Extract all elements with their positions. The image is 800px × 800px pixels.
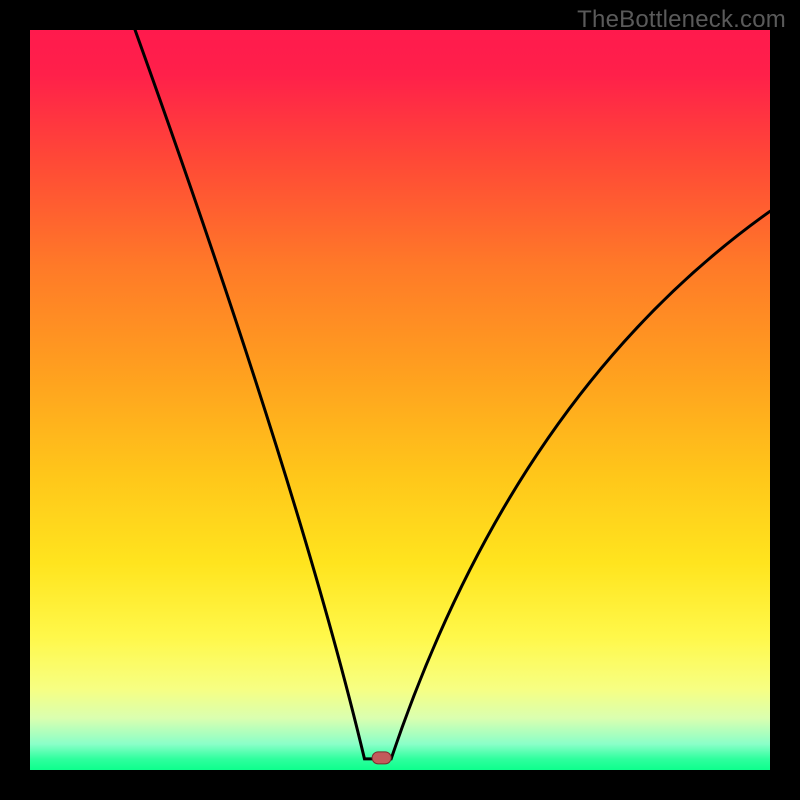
plot-area bbox=[30, 30, 770, 770]
minimum-marker bbox=[371, 752, 392, 765]
chart-frame: TheBottleneck.com bbox=[0, 0, 800, 800]
bottleneck-curve bbox=[30, 30, 770, 770]
